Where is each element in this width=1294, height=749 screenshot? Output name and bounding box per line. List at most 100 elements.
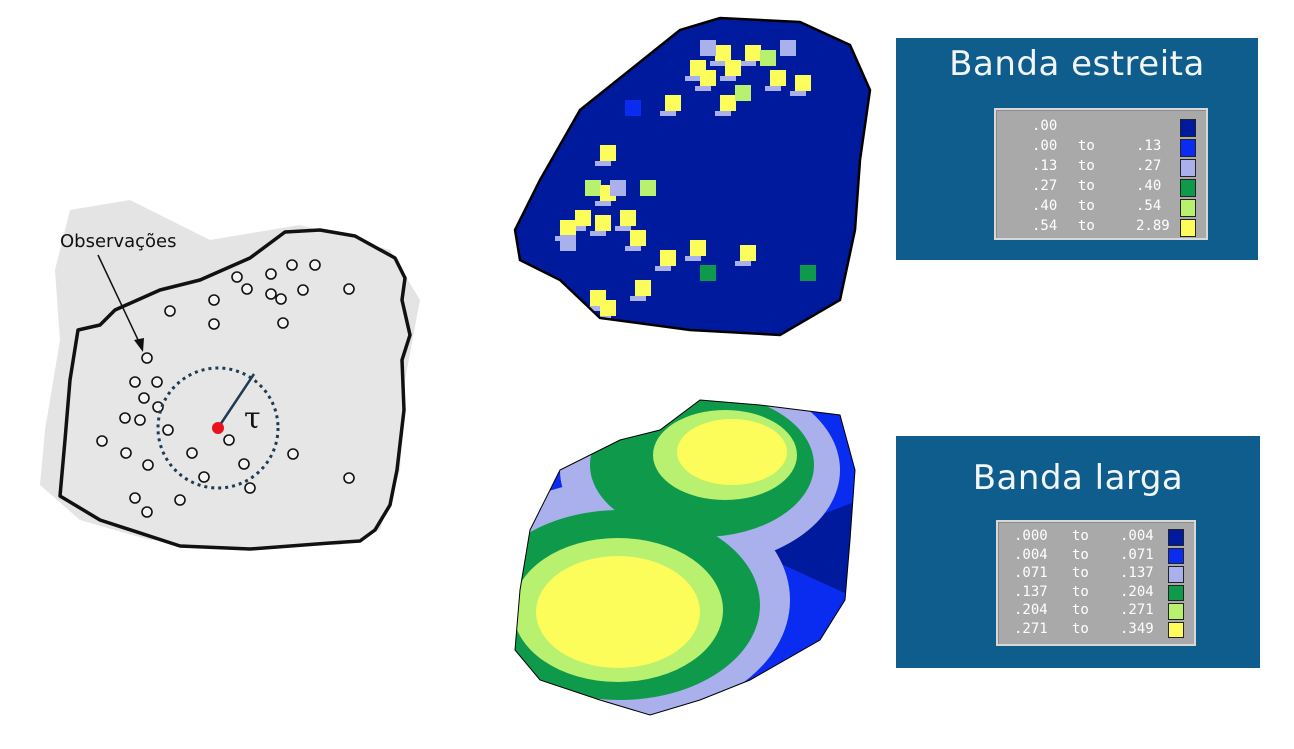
density-cell bbox=[700, 70, 716, 86]
density-cell bbox=[690, 240, 706, 256]
legend-to-word: to bbox=[1078, 178, 1095, 194]
density-cell bbox=[770, 70, 786, 86]
density-cell bbox=[630, 296, 646, 301]
observation-point bbox=[309, 259, 321, 271]
density-cell bbox=[635, 280, 651, 296]
legend-from: .004 bbox=[1014, 546, 1048, 563]
observations-pointer-head bbox=[134, 338, 144, 352]
legend-swatch bbox=[1168, 621, 1184, 638]
density-cell bbox=[800, 265, 816, 281]
density-cell bbox=[585, 306, 601, 311]
observation-point bbox=[120, 447, 132, 459]
legend-to: 2.89 bbox=[1136, 218, 1170, 234]
legend-to: .271 bbox=[1120, 602, 1154, 618]
density-cell bbox=[780, 40, 796, 56]
observation-point bbox=[238, 458, 250, 470]
density-cell bbox=[720, 95, 736, 111]
legend-from: .204 bbox=[1014, 602, 1048, 618]
density-cell bbox=[585, 180, 601, 196]
legend-swatch bbox=[1168, 584, 1184, 601]
legend-to: .204 bbox=[1120, 583, 1154, 600]
legend-from: .40 bbox=[1032, 198, 1058, 214]
observation-point bbox=[231, 271, 243, 283]
observation-point bbox=[129, 376, 141, 388]
legend-swatch bbox=[1180, 219, 1196, 237]
density-cell bbox=[575, 210, 591, 226]
legend-swatch bbox=[1168, 529, 1184, 546]
observation-point bbox=[119, 412, 131, 424]
observation-point bbox=[151, 376, 163, 388]
legend-panel-wide: Banda larga .000 to .004 .004 to .071 .071 to .1… bbox=[896, 436, 1260, 668]
observation-point bbox=[186, 447, 198, 459]
legend-to-word: to bbox=[1072, 602, 1089, 618]
observation-point bbox=[96, 435, 108, 447]
observation-points bbox=[96, 259, 355, 518]
legend-to-word: to bbox=[1078, 138, 1095, 154]
legend-to: .54 bbox=[1136, 198, 1162, 214]
density-cell bbox=[695, 86, 711, 91]
legend-to-word: to bbox=[1072, 565, 1089, 581]
legend-to-word: to bbox=[1072, 546, 1089, 563]
legend-swatch bbox=[1168, 603, 1184, 620]
density-cell bbox=[610, 180, 626, 196]
observation-point bbox=[208, 294, 220, 306]
density-cell bbox=[735, 261, 751, 266]
density-cell bbox=[590, 231, 606, 236]
density-cell bbox=[745, 45, 761, 61]
density-cell bbox=[760, 50, 776, 66]
observation-point bbox=[142, 459, 154, 471]
observations-pointer bbox=[97, 254, 141, 345]
observation-point bbox=[208, 318, 220, 330]
observation-point bbox=[244, 482, 256, 494]
legend-from: .071 bbox=[1014, 565, 1048, 581]
density-cell bbox=[600, 300, 616, 316]
observation-point bbox=[265, 288, 277, 300]
observation-point bbox=[129, 492, 141, 504]
legend-from: .27 bbox=[1032, 178, 1058, 194]
density-cell bbox=[600, 145, 616, 161]
wide-bandwidth-map bbox=[514, 399, 856, 716]
density-cell bbox=[625, 246, 641, 251]
legend-to: .349 bbox=[1120, 620, 1154, 637]
density-cell bbox=[665, 95, 681, 111]
density-cell bbox=[620, 210, 636, 226]
legend-to-word: to bbox=[1078, 198, 1095, 214]
legend-swatch bbox=[1180, 179, 1196, 197]
observation-region: τ Observações bbox=[40, 200, 420, 551]
observation-point bbox=[164, 305, 176, 317]
legend-from: .13 bbox=[1032, 158, 1058, 174]
observation-point bbox=[287, 448, 299, 460]
legend-to-word: to bbox=[1072, 528, 1089, 544]
legend-panel-narrow: Banda estreita .00 .00 to .13 .13 to .27 .27 to.… bbox=[896, 38, 1258, 260]
observation-point bbox=[223, 434, 235, 446]
density-cell bbox=[740, 61, 756, 66]
narrow-bandwidth-map bbox=[513, 16, 872, 337]
legend-box: .00 .00 to .13 .13 to .27 .27 to .40 .40 to .54 .54 to… bbox=[994, 108, 1208, 240]
observation-point bbox=[141, 506, 153, 518]
legend-to-word: to bbox=[1078, 158, 1095, 174]
bandwidth-circle bbox=[156, 366, 280, 490]
density-cell bbox=[685, 256, 701, 261]
legend-swatch bbox=[1180, 139, 1196, 157]
density-cell bbox=[560, 235, 576, 251]
legend-to: .13 bbox=[1136, 138, 1162, 154]
legend-to-word: to bbox=[1072, 620, 1089, 637]
density-cell bbox=[725, 60, 741, 76]
observation-point bbox=[134, 414, 146, 426]
legend-to-word: to bbox=[1072, 583, 1089, 600]
density-cell bbox=[700, 40, 716, 56]
legend-to: .27 bbox=[1136, 158, 1162, 174]
density-cell bbox=[790, 91, 806, 96]
density-cell bbox=[710, 61, 726, 66]
density-cell bbox=[765, 86, 781, 91]
observation-point bbox=[198, 471, 210, 483]
legend-swatch bbox=[1180, 199, 1196, 217]
density-cell bbox=[640, 180, 656, 196]
density-cell bbox=[595, 215, 611, 231]
density-cell bbox=[700, 265, 716, 281]
observation-point bbox=[343, 472, 355, 484]
observation-point bbox=[297, 284, 309, 296]
observation-point bbox=[152, 401, 164, 413]
legend-from: .54 bbox=[1032, 218, 1058, 234]
